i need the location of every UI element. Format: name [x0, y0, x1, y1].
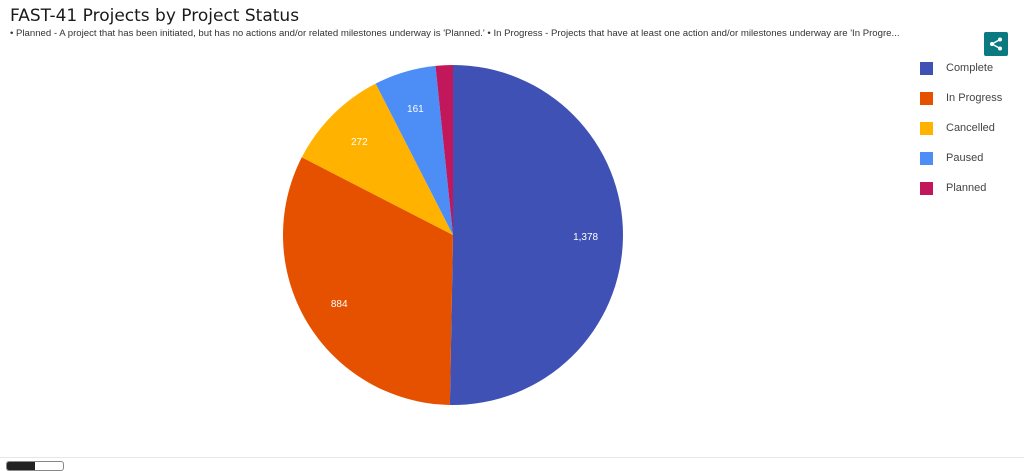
footer-toggle[interactable] [6, 461, 64, 471]
legend-item-cancelled[interactable]: Cancelled [920, 122, 1002, 152]
share-button[interactable] [984, 32, 1008, 56]
legend-label: In Progress [946, 92, 1003, 104]
slice-data-label: 161 [407, 104, 424, 115]
legend-item-in-progress[interactable]: In Progress [920, 92, 1002, 122]
share-icon [990, 37, 1002, 51]
pie-slice-in-progress[interactable] [283, 157, 453, 405]
pie-slice-cancelled[interactable] [301, 83, 453, 235]
legend-swatch [920, 152, 933, 165]
legend-label: Complete [946, 62, 994, 74]
chart-title: FAST-41 Projects by Project Status [10, 6, 300, 26]
legend-label: Planned [946, 182, 987, 194]
footer-divider [0, 457, 1024, 458]
legend-item-planned[interactable]: Planned [920, 182, 1002, 212]
legend-swatch [920, 92, 933, 105]
legend-label: Cancelled [946, 122, 995, 134]
legend-swatch [920, 62, 933, 75]
legend-swatch [920, 182, 933, 195]
pie-slice-complete[interactable] [449, 65, 624, 405]
slice-data-label: 1,378 [573, 232, 598, 243]
legend-swatch [920, 122, 933, 135]
legend-item-complete[interactable]: Complete [920, 62, 1002, 92]
pie-slice-paused[interactable] [375, 65, 453, 235]
pie-slice-planned[interactable] [435, 65, 453, 235]
slice-data-label: 884 [331, 299, 348, 310]
legend-item-paused[interactable]: Paused [920, 152, 1002, 182]
legend-label: Paused [946, 152, 984, 164]
chart-legend: Complete In Progress Cancelled Paused Planne… [920, 62, 1002, 212]
slice-data-label: 272 [351, 137, 368, 148]
